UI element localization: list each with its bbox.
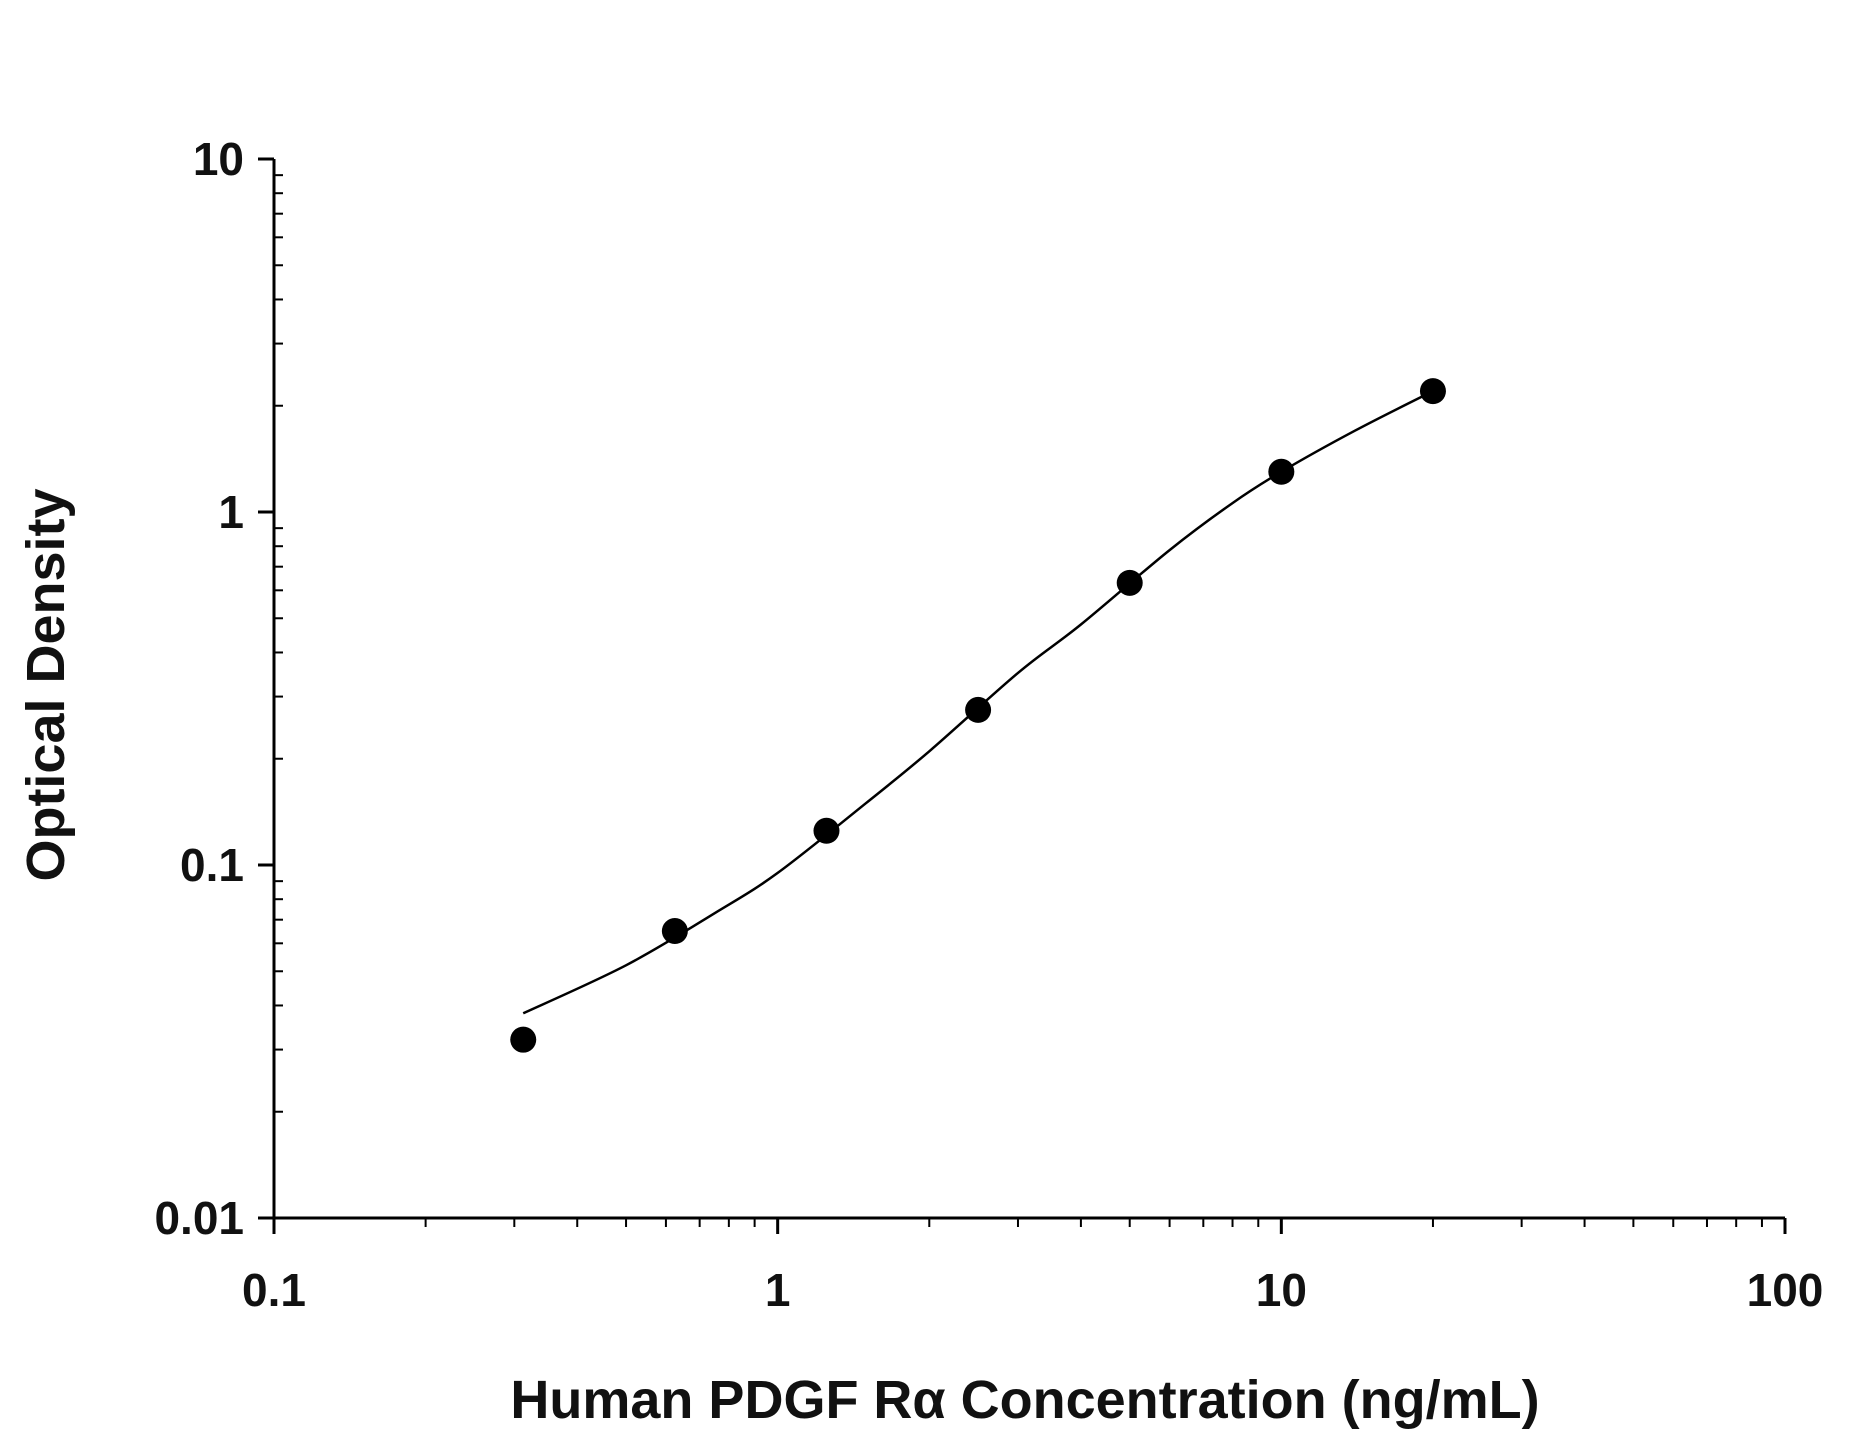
- x-tick-label: 0.1: [242, 1264, 306, 1316]
- x-tick-label: 10: [1256, 1264, 1307, 1316]
- axes: [272, 159, 1785, 1220]
- data-points: [510, 378, 1446, 1053]
- tick-labels: 0.1 1 10 100 0.01 0.1 1 10: [154, 133, 1823, 1316]
- ticks: [258, 157, 1787, 1234]
- y-tick-label: 0.01: [154, 1192, 244, 1244]
- y-tick-label: 1: [218, 486, 244, 538]
- data-point: [813, 817, 840, 844]
- x-tick-label: 1: [765, 1264, 791, 1316]
- data-point: [510, 1026, 537, 1053]
- y-axis-title: Optical Density: [16, 488, 76, 881]
- y-tick-label: 10: [193, 133, 244, 185]
- x-tick-label: 100: [1747, 1264, 1824, 1316]
- data-point: [1419, 378, 1446, 405]
- y-tick-label: 0.1: [180, 839, 244, 891]
- x-axis-title: Human PDGF Rα Concentration (ng/mL): [510, 1370, 1539, 1430]
- data-point: [1268, 458, 1295, 485]
- data-point: [1116, 569, 1143, 596]
- data-point: [965, 696, 992, 723]
- data-point: [661, 918, 688, 945]
